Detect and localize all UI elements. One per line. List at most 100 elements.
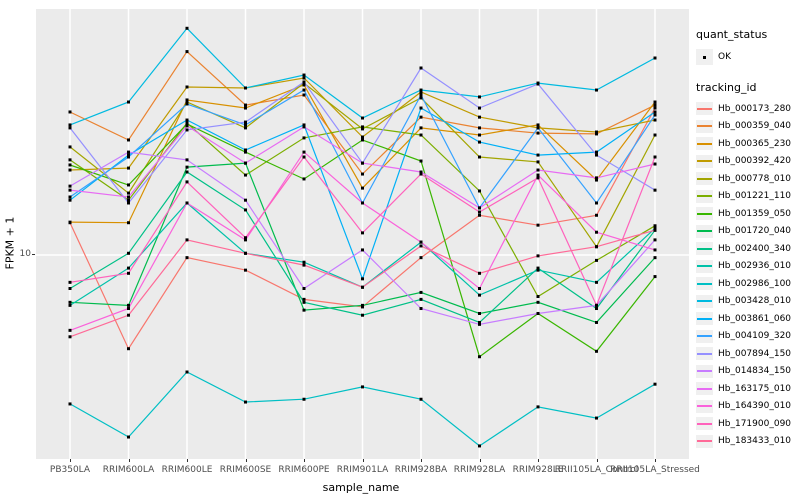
data-point <box>536 311 540 315</box>
data-point <box>419 170 423 174</box>
legend-item: Hb_001359_050 <box>696 205 799 223</box>
data-point <box>419 66 423 70</box>
data-point <box>536 266 540 270</box>
legend-line-swatch <box>697 282 712 285</box>
legend-item-label: Hb_001720_040 <box>718 226 792 237</box>
data-point <box>478 106 481 110</box>
legend-item: Hb_001720_040 <box>696 223 799 241</box>
data-point <box>536 295 540 299</box>
x-tick-label-2: RRIM600LE <box>161 465 213 475</box>
data-point <box>653 256 657 260</box>
legend-line-swatch <box>697 142 712 145</box>
legend-key-box <box>696 259 713 273</box>
data-point <box>361 277 364 281</box>
data-point <box>361 116 364 120</box>
legend-key-box <box>696 154 713 168</box>
data-point <box>536 173 540 177</box>
data-point <box>419 307 423 311</box>
data-point <box>127 191 130 195</box>
data-point <box>653 228 657 232</box>
data-point <box>361 125 364 129</box>
legend-item: Hb_000173_280 <box>696 100 799 118</box>
data-point <box>244 173 247 177</box>
data-point <box>185 26 189 30</box>
data-point <box>595 213 598 217</box>
legend-item-label: Hb_000778_010 <box>718 173 792 184</box>
data-point <box>68 123 72 127</box>
data-point <box>595 280 598 284</box>
data-point <box>595 245 598 249</box>
data-point <box>419 90 423 94</box>
data-point <box>361 201 364 205</box>
data-point <box>127 138 130 142</box>
legend-key-box <box>696 329 713 343</box>
data-point <box>653 103 657 107</box>
data-point <box>595 320 598 324</box>
data-point <box>185 165 189 169</box>
data-point <box>478 95 481 99</box>
data-point <box>419 244 423 248</box>
x-tick-mark <box>362 459 364 462</box>
data-point <box>361 135 364 139</box>
chart-canvas <box>36 9 689 459</box>
data-point <box>595 153 598 157</box>
legend-item-label: Hb_000173_280 <box>718 103 792 114</box>
legend-key-box <box>696 189 713 203</box>
legend-key-box <box>696 137 713 151</box>
y-tick-label-10: 10 <box>19 249 31 259</box>
data-point <box>478 286 481 290</box>
data-point <box>361 231 364 235</box>
data-point <box>185 50 189 54</box>
data-point <box>478 126 481 130</box>
data-point <box>302 300 306 304</box>
data-point <box>244 238 247 242</box>
data-point <box>478 133 481 137</box>
data-point <box>536 300 540 304</box>
data-point <box>127 307 130 311</box>
x-tick-mark <box>70 459 71 462</box>
data-point <box>361 248 364 252</box>
data-point <box>127 201 130 205</box>
data-point <box>419 297 423 301</box>
data-point <box>536 268 540 272</box>
data-point <box>127 347 130 351</box>
legend-line-swatch <box>697 125 712 128</box>
legend-line-swatch <box>697 335 712 338</box>
legend-line-swatch <box>697 422 712 425</box>
x-tick-mark <box>479 459 481 462</box>
legend-key-box <box>696 312 713 326</box>
data-point <box>536 126 540 130</box>
legend-line-swatch <box>697 247 712 250</box>
data-point <box>595 201 598 205</box>
data-point <box>68 168 72 172</box>
legend-item-label: Hb_171900_090 <box>718 418 792 429</box>
legend-line-swatch <box>697 177 712 180</box>
data-point <box>127 266 130 270</box>
data-point <box>361 303 364 307</box>
legend-line-swatch <box>697 405 712 408</box>
legend-item-label: Hb_002400_340 <box>718 243 792 254</box>
data-point <box>244 120 247 124</box>
data-point <box>185 180 189 184</box>
legend-key-box <box>696 399 713 413</box>
legend-item: Hb_183433_010 <box>696 433 799 451</box>
data-point <box>127 435 130 439</box>
data-point <box>302 260 306 264</box>
legend-line-swatch <box>697 387 712 390</box>
data-point <box>536 160 540 164</box>
data-point <box>536 223 540 227</box>
data-point <box>361 161 364 165</box>
data-point <box>127 313 130 317</box>
data-point <box>68 163 72 167</box>
data-point <box>536 405 540 409</box>
legend-item: Hb_002986_100 <box>696 275 799 293</box>
legend-tracking-items: Hb_000173_280 Hb_000359_040 Hb_000365_230 H… <box>696 100 799 450</box>
legend-line-swatch <box>697 230 712 233</box>
legend-item-label: Hb_002936_010 <box>718 261 792 272</box>
data-point <box>68 110 72 114</box>
data-point <box>244 251 247 255</box>
x-tick-label-1: RRIM600LA <box>102 465 155 475</box>
data-point <box>185 102 189 106</box>
data-point <box>419 93 423 97</box>
data-point <box>68 145 72 149</box>
